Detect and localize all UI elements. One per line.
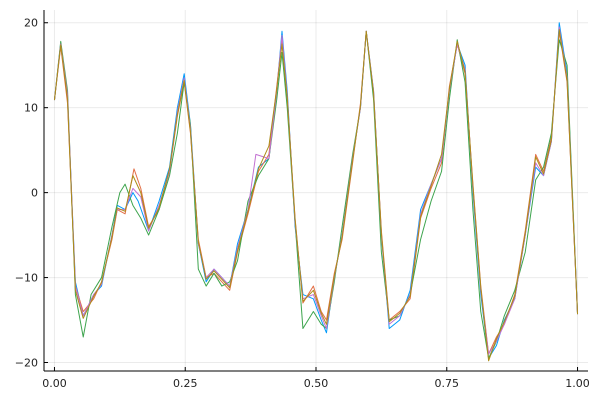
y-tick-label: 0: [31, 187, 38, 200]
x-tick-label: 0.75: [435, 377, 460, 390]
x-tick-label: 0.00: [42, 377, 67, 390]
axes: [43, 10, 588, 372]
y-tick-label: −20: [15, 357, 38, 370]
grid: [44, 10, 588, 371]
y-tick-label: −10: [15, 272, 38, 285]
series-line-3: [53, 30, 579, 359]
series-group: [53, 22, 579, 362]
y-tick-label: 10: [24, 102, 38, 115]
x-tick-label: 1.00: [565, 377, 590, 390]
tick-labels: 0.00 0.25 0.50 0.75 1.00 −20 −10 0 10 20: [15, 17, 590, 390]
y-tick-label: 20: [24, 17, 38, 30]
series-line-5: [53, 29, 579, 362]
x-tick-label: 0.25: [173, 377, 198, 390]
x-tick-label: 0.50: [304, 377, 329, 390]
